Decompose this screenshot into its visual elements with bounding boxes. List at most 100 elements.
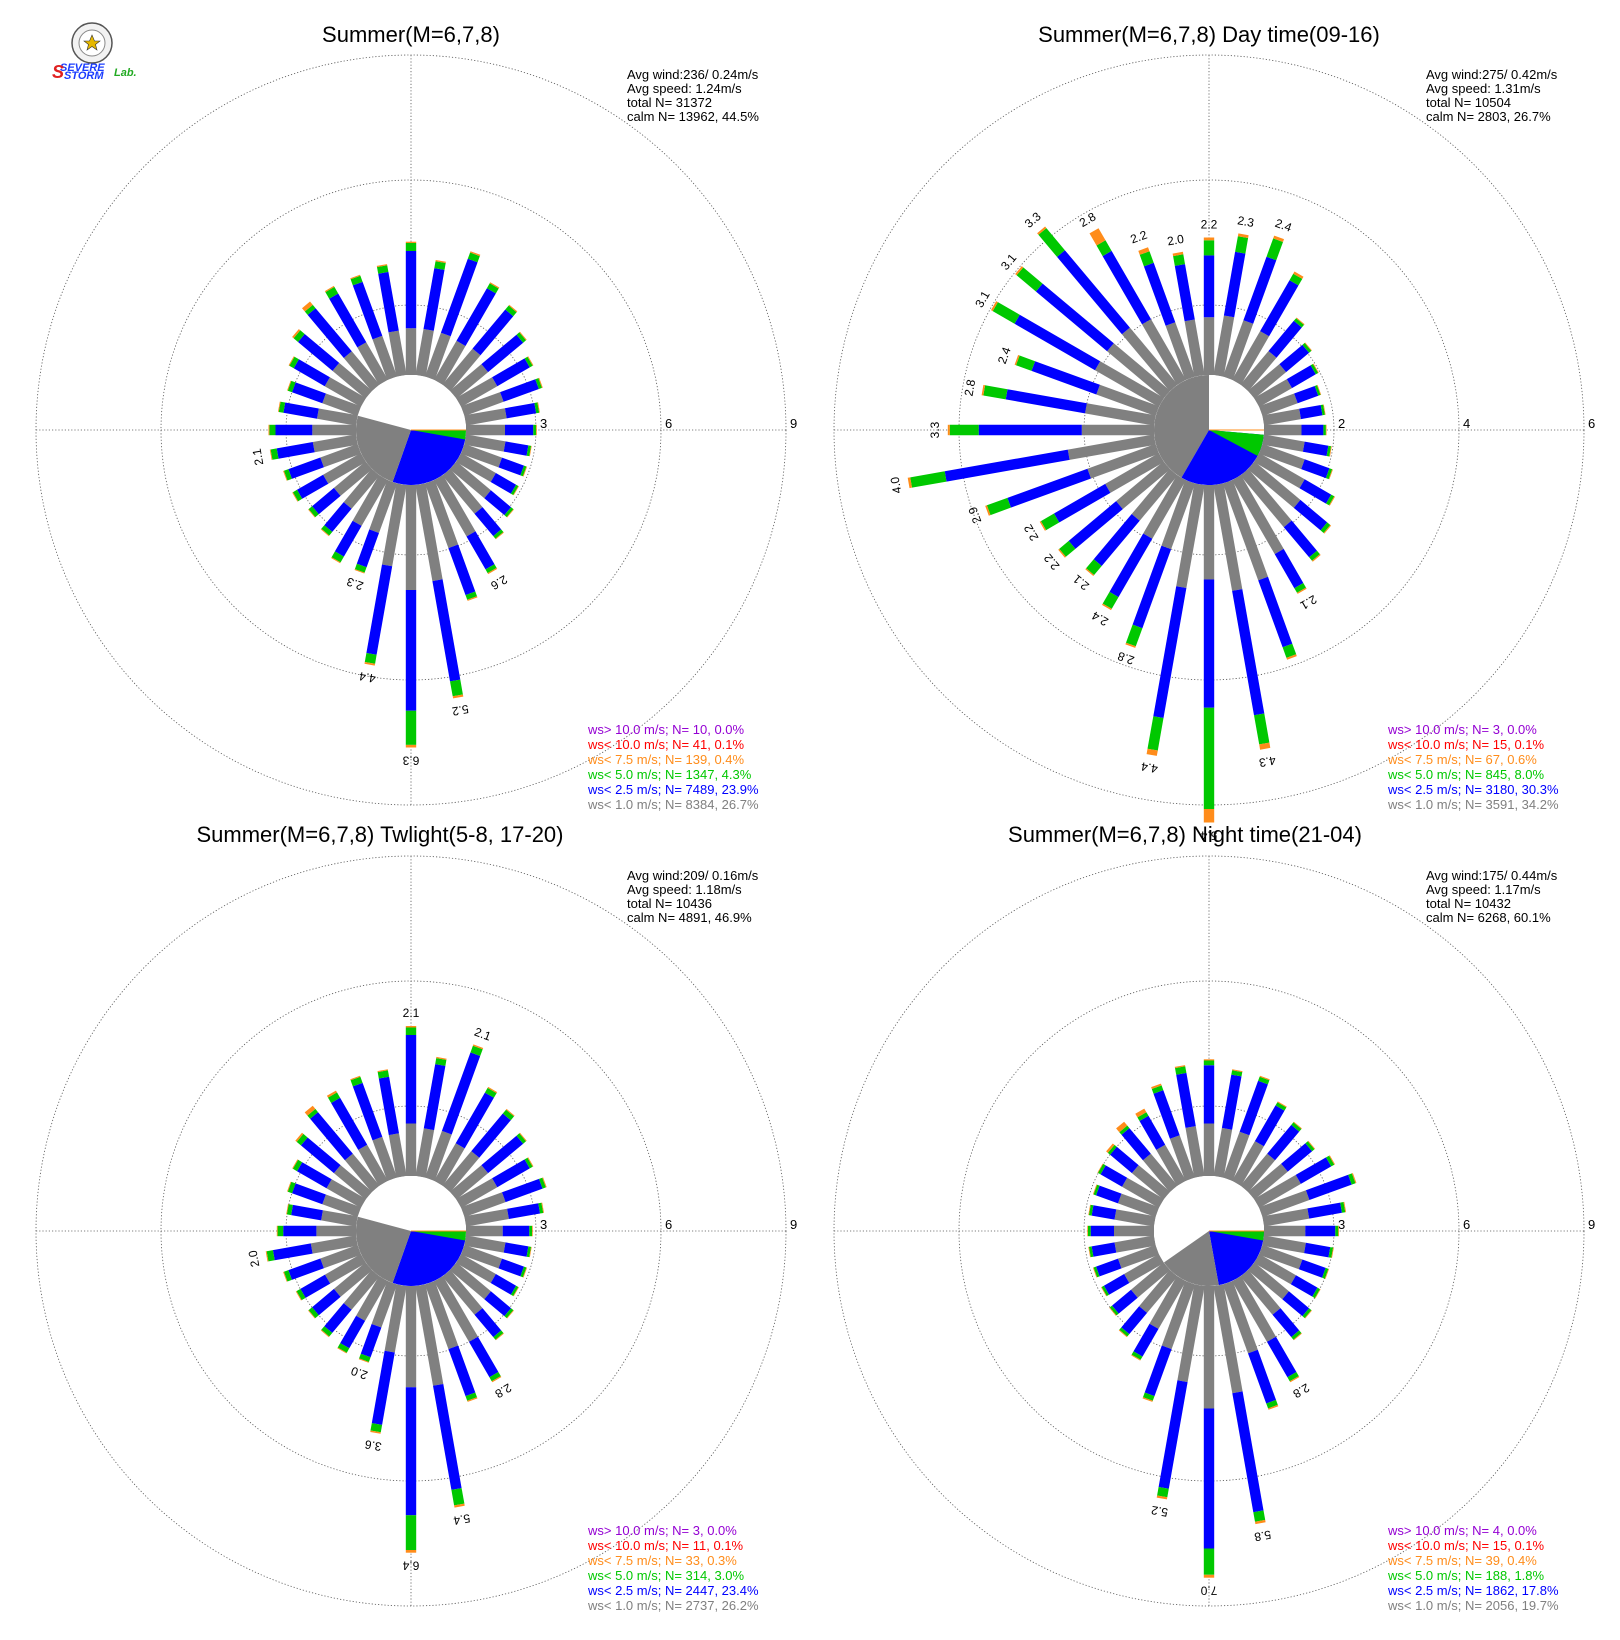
bar-value-label: 2.1 [1070, 572, 1092, 594]
wind-bar-segment [292, 382, 326, 404]
wind-bar-segment [532, 1225, 533, 1237]
wind-bar-segment [1102, 591, 1119, 609]
wind-bar-segment [269, 449, 273, 460]
wind-bar-segment [297, 474, 329, 499]
wind-bar-segment [337, 1343, 350, 1353]
bar-value-label: 2.3 [1236, 213, 1255, 230]
wind-bar-segment [1118, 1329, 1128, 1338]
wind-bar-segment [1232, 1276, 1276, 1342]
wind-bar-segment [524, 356, 533, 368]
wind-bar-segment [1222, 1280, 1258, 1354]
wind-bar-segment [539, 1177, 546, 1189]
wind-bar-segment [265, 1251, 269, 1262]
wind-bar-segment [1302, 1308, 1312, 1319]
wind-bar-segment [1105, 453, 1164, 493]
wind-bar-segment [1203, 1548, 1215, 1575]
wind-bar-segment [1156, 1495, 1168, 1500]
wind-bar-segment [1273, 235, 1284, 242]
wind-bar-segment [535, 378, 542, 389]
bar-value-label: 2.2 [1201, 218, 1218, 232]
wind-bar-segment [1092, 1184, 1098, 1195]
wind-bar-segment [1287, 1372, 1299, 1382]
wind-bar-segment [1298, 1259, 1326, 1278]
wind-bar-segment [436, 1056, 447, 1060]
wind-bar-segment [333, 1165, 373, 1200]
wind-bar-segment [1232, 1141, 1264, 1186]
bar-value-label: 2.4 [1089, 608, 1111, 629]
wind-bar-segment [1131, 1262, 1171, 1298]
wind-bar-segment [1102, 603, 1112, 611]
wind-bar-segment [1088, 1204, 1094, 1216]
bar-value-label: 5.4 [1200, 828, 1217, 842]
wind-bar-segment [504, 403, 537, 419]
wind-bar-segment [503, 1242, 529, 1257]
bar-value-label: 3.6 [363, 1437, 382, 1454]
wind-bar-segment [1093, 514, 1140, 566]
wind-bar-segment [454, 1503, 465, 1508]
wind-bar-segment [1310, 364, 1319, 375]
bar-value-label: 2.0 [246, 1249, 263, 1268]
wind-bar-segment [1138, 247, 1150, 255]
wind-bar-segment [1131, 1351, 1143, 1360]
wind-bar-segment [1259, 1075, 1270, 1081]
wind-bar-segment [527, 1157, 534, 1167]
wind-bar-segment [283, 1271, 288, 1282]
wind-bar-segment [503, 441, 529, 456]
ring-tick-label: 2 [1338, 416, 1345, 431]
wind-bar-segment [1329, 1155, 1335, 1165]
wind-bar-segment [320, 443, 362, 468]
wind-bar-segment [1286, 654, 1297, 660]
legend-entry: ws< 5.0 m/s; N= 845, 8.0% [1387, 767, 1545, 782]
wind-bar-segment [283, 1225, 317, 1237]
wind-bar-segment [388, 1133, 407, 1178]
wind-bar-segment [331, 551, 344, 563]
wind-bar-segment [324, 285, 335, 293]
wind-bar-segment [1014, 355, 1020, 366]
wind-bar-segment [1203, 579, 1215, 708]
wind-bar-segment [449, 461, 491, 499]
wind-bar-segment [1326, 445, 1332, 457]
wind-bar-segment [1121, 327, 1178, 392]
wind-bar-segment [1313, 363, 1319, 373]
wind-bar-segment [460, 443, 502, 468]
wind-bar-segment [456, 288, 496, 346]
wind-bar-segment [370, 1430, 381, 1434]
wind-bar-segment [326, 1090, 337, 1098]
wind-bar-segment [474, 1308, 502, 1338]
wind-bar-segment [1237, 233, 1249, 238]
bar-value-label: 3.1 [998, 251, 1020, 273]
calm-sector-green [1209, 430, 1264, 456]
wind-bar-segment [983, 385, 1008, 400]
wind-bar-segment [991, 301, 998, 312]
ring-tick-label: 6 [1588, 416, 1595, 431]
wind-bar-segment [1301, 424, 1324, 436]
wind-bar-segment [947, 424, 950, 436]
wind-bar-segment [1213, 1284, 1243, 1394]
wind-bar-segment [432, 579, 461, 682]
bar-value-label: 2.1 [1298, 592, 1320, 613]
wind-bar-segment [324, 1303, 352, 1333]
wind-bar-segment [472, 309, 514, 356]
wind-bar-segment [340, 1315, 366, 1349]
wind-bar-segment [295, 1132, 304, 1142]
wind-bar-segment [344, 1153, 380, 1193]
legend-entry: ws< 7.5 m/s; N= 67, 0.6% [1387, 752, 1537, 767]
bar-value-label: 4.4 [358, 669, 377, 686]
wind-bar-segment [378, 271, 399, 333]
wind-bar-segment [1305, 1225, 1336, 1237]
bar-value-label: 2.9 [965, 505, 984, 526]
wind-bar-segment [1143, 262, 1176, 326]
wind-bar-segment [1107, 1144, 1117, 1155]
wind-bar-segment [1305, 1141, 1315, 1152]
legend-entry: ws< 7.5 m/s; N= 39, 0.4% [1387, 1553, 1537, 1568]
wind-bar-segment [360, 1324, 382, 1358]
wind-bar-segment [1124, 1254, 1164, 1283]
wind-bar-segment [1085, 568, 1095, 576]
wind-bar-segment [1131, 468, 1178, 521]
wind-bar-segment [536, 424, 537, 436]
wind-bar-segment [1248, 1349, 1276, 1404]
wind-bar-segment [464, 408, 507, 426]
wind-bar-segment [352, 475, 388, 526]
wind-bar-segment [538, 1202, 544, 1214]
wind-bar-segment [1112, 1289, 1138, 1314]
